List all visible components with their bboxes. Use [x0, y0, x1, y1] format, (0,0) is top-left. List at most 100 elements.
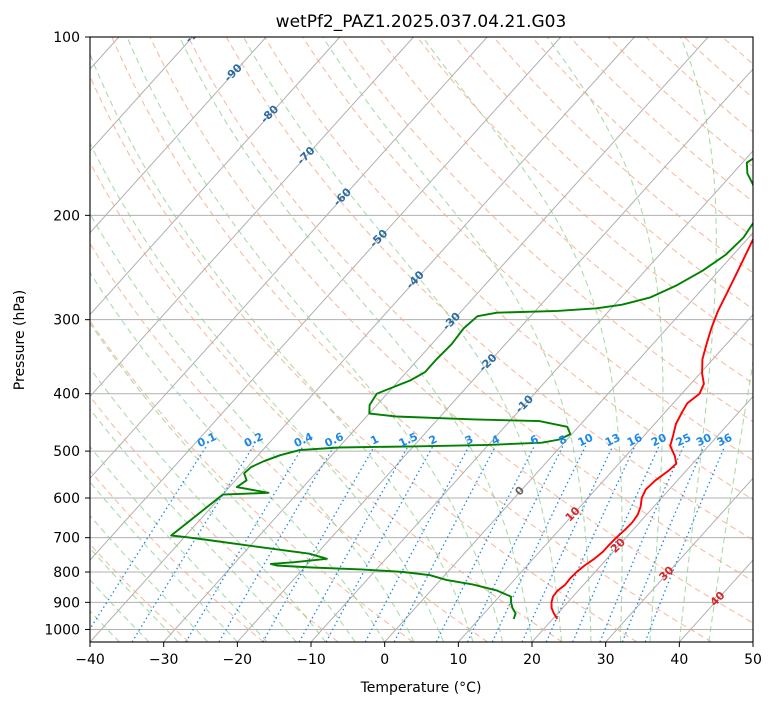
- x-tick-label: −40: [75, 652, 105, 668]
- mixing-ratio-line: [131, 445, 255, 642]
- moist-adiabat-line: [90, 445, 268, 642]
- mixing-ratio-line: [298, 445, 409, 642]
- isopleth-labels: 0.1 0.2 0.4 0.6 1 1.5 2 3 4 6 8 10 13 16 20 25 30 36-100-…: [183, 17, 735, 609]
- x-tick-label: 20: [523, 652, 541, 668]
- mixing-ratio-label: 10: [576, 431, 596, 449]
- moist-adiabat-line: [90, 367, 327, 642]
- y-tick-label: 600: [53, 491, 80, 507]
- moist-adiabat-line: [90, 52, 474, 642]
- y-tick-label: 900: [53, 595, 80, 611]
- mixing-ratio-line: [185, 445, 304, 642]
- mixing-ratio-line: [218, 445, 335, 642]
- y-axis-label: Pressure (hPa): [12, 290, 28, 390]
- moist-adiabat-line: [322, 37, 592, 642]
- x-axis-label: Temperature (°C): [360, 680, 482, 696]
- x-tick-label: 30: [597, 652, 615, 668]
- mixing-ratio-line: [521, 445, 614, 642]
- y-tick-label: 300: [53, 313, 80, 329]
- moist-adiabat-line: [422, 37, 623, 642]
- x-tick-label: 10: [449, 652, 467, 668]
- moist-adiabat-line: [678, 37, 717, 642]
- dry-adiabat-line: [149, 37, 753, 624]
- moist-adiabat-line: [546, 37, 664, 642]
- mixing-ratio-label: 6: [528, 432, 541, 447]
- x-tick-label: 40: [670, 652, 688, 668]
- dry-adiabat-line: [90, 242, 488, 642]
- moist-adiabat-line: [90, 322, 356, 642]
- mixing-ratio-line: [491, 445, 587, 642]
- y-tick-label: 400: [53, 387, 80, 403]
- moist-adiabat-line: [179, 37, 533, 642]
- y-tick-label: 700: [53, 531, 80, 547]
- mixing-ratio-label: 0.1: [195, 430, 218, 450]
- x-tick-label: 0: [380, 652, 389, 668]
- mixing-ratio-line: [393, 445, 497, 642]
- dry-adiabat-line: [454, 37, 753, 310]
- isotherm-line: [90, 37, 635, 642]
- mixing-ratio-line: [325, 445, 434, 642]
- isotherm-line: [90, 37, 193, 152]
- dry-adiabat-line: [90, 469, 264, 642]
- moist-adiabat-line: [708, 358, 753, 642]
- moist-adiabat-line: [90, 271, 386, 642]
- dry-adiabat-line: [607, 37, 753, 168]
- moist-adiabat-line: [243, 37, 563, 642]
- mixing-ratio-line: [572, 445, 660, 642]
- dry-adiabat-line: [90, 395, 339, 642]
- mixing-ratio-line: [90, 445, 208, 631]
- x-tick-label: −30: [149, 652, 179, 668]
- temperature-profile: [550, 237, 753, 620]
- mixing-ratio-line: [621, 445, 705, 642]
- mixing-ratio-label: 30: [694, 431, 714, 449]
- axes: −40 −30 −20 −10 0 10 20 30 40 5010020030040050060…: [44, 30, 762, 668]
- isotherm-line: [605, 477, 753, 642]
- isotherm-line: [90, 37, 341, 316]
- mixing-ratio-label: 13: [603, 431, 622, 449]
- isotherm-line: [752, 641, 753, 642]
- y-tick-label: 800: [53, 565, 80, 581]
- moist-adiabat-line: [90, 408, 297, 642]
- dry-adiabat-line: [264, 37, 753, 501]
- mixing-ratio-line: [644, 445, 726, 642]
- dry-adiabat-line: [111, 37, 712, 642]
- moist-adiabat-line: [90, 142, 445, 642]
- x-tick-label: −10: [296, 652, 326, 668]
- isotherm-line: [236, 68, 753, 642]
- isotherm-line: [163, 37, 709, 642]
- isotherm-line: [90, 37, 562, 561]
- isotherm-line: [678, 559, 753, 642]
- y-tick-label: 500: [53, 444, 80, 460]
- moist-adiabat-line: [126, 37, 504, 642]
- isotherm-line: [310, 150, 753, 642]
- y-tick-label: 1000: [44, 622, 80, 638]
- dry-adiabat-line: [683, 37, 753, 99]
- dry-adiabat-line: [492, 37, 753, 274]
- dry-adiabat-line: [645, 37, 753, 133]
- isotherm-label: -100: [183, 17, 212, 46]
- isotherm-line: [384, 231, 753, 642]
- dry-adiabat-line: [90, 320, 414, 642]
- dry-adiabat-line: [378, 37, 753, 385]
- dry-adiabat-line: [416, 37, 753, 347]
- x-tick-label: 50: [744, 652, 762, 668]
- moist-adiabat-line: [90, 481, 238, 642]
- dry-adiabat-line: [90, 543, 190, 642]
- mixing-ratio-line: [262, 445, 376, 642]
- mixing-ratio-line: [466, 445, 564, 642]
- x-tick-label: −20: [223, 652, 253, 668]
- dry-adiabat-line: [90, 161, 563, 642]
- mixing-ratio-label: 0.4: [292, 430, 315, 450]
- sounding-profiles: [170, 157, 753, 620]
- isotherm-line: [90, 37, 488, 480]
- plot-frame: [89, 36, 754, 643]
- mixing-ratio-line: [599, 445, 685, 642]
- y-tick-label: 200: [53, 208, 80, 224]
- mixing-ratio-label: 20: [649, 431, 669, 449]
- mixing-ratio-label: 36: [715, 431, 735, 449]
- mixing-ratio-label: 25: [674, 431, 693, 449]
- dry-adiabat-line: [531, 37, 753, 238]
- isotherm-line: [90, 37, 267, 234]
- y-tick-label: 100: [53, 30, 80, 46]
- moist-adiabat-line: [90, 514, 209, 642]
